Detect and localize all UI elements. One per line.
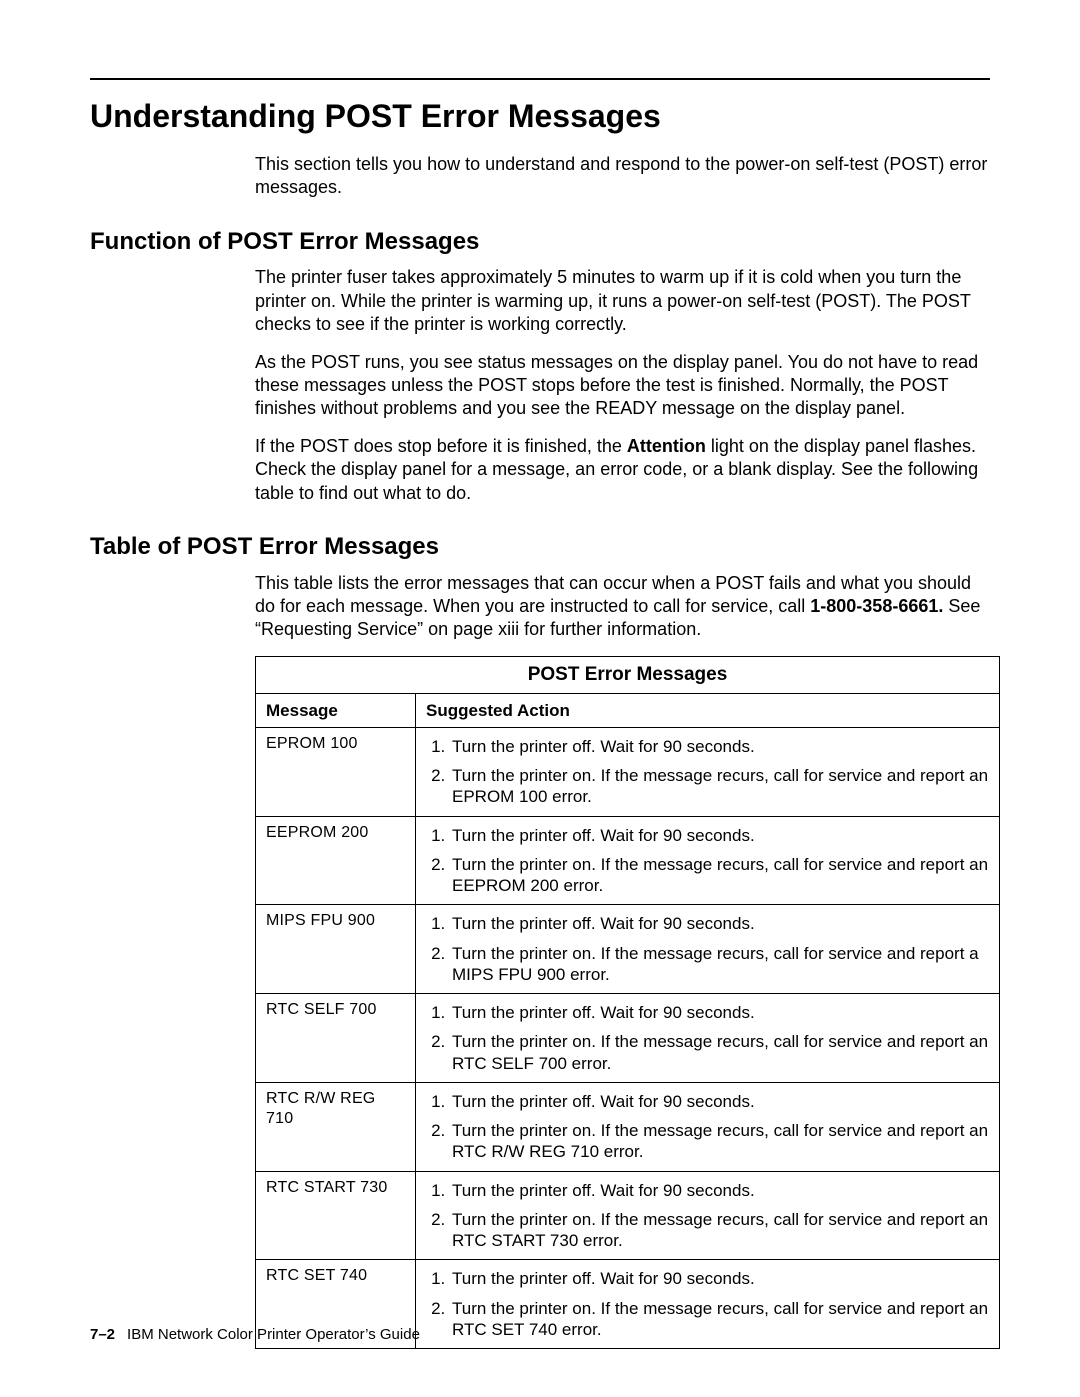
attention-bold: Attention [627, 436, 706, 456]
action-step: Turn the printer on. If the message recu… [450, 1207, 989, 1254]
action-step: Turn the printer on. If the message recu… [450, 763, 989, 810]
function-p3-a: If the POST does stop before it is finis… [255, 436, 627, 456]
top-rule [90, 78, 990, 80]
suggested-action-cell: Turn the printer off. Wait for 90 second… [416, 727, 1000, 816]
document-page: Understanding POST Error Messages This s… [0, 0, 1080, 1397]
function-paragraph-3: If the POST does stop before it is finis… [255, 435, 990, 505]
suggested-action-cell: Turn the printer off. Wait for 90 second… [416, 816, 1000, 905]
section-table-body: This table lists the error messages that… [255, 572, 990, 1349]
intro-block: This section tells you how to understand… [255, 153, 990, 200]
column-header-action: Suggested Action [416, 693, 1000, 727]
error-message-cell: RTC START 730 [256, 1171, 416, 1260]
table-row: RTC R/W REG 710 Turn the printer off. Wai… [256, 1082, 1000, 1171]
function-paragraph-1: The printer fuser takes approximately 5 … [255, 266, 990, 336]
action-steps: Turn the printer off. Wait for 90 second… [426, 734, 989, 810]
action-steps: Turn the printer off. Wait for 90 second… [426, 823, 989, 899]
suggested-action-cell: Turn the printer off. Wait for 90 second… [416, 905, 1000, 994]
table-body: EPROM 100 Turn the printer off. Wait for … [256, 727, 1000, 1348]
section-heading-function: Function of POST Error Messages [90, 228, 990, 257]
action-step: Turn the printer on. If the message recu… [450, 1296, 989, 1343]
action-step: Turn the printer on. If the message recu… [450, 941, 989, 988]
function-p2-b: message on the display panel. [657, 398, 905, 418]
error-message-cell: RTC R/W REG 710 [256, 1082, 416, 1171]
intro-paragraph: This section tells you how to understand… [255, 153, 990, 200]
action-step: Turn the printer off. Wait for 90 second… [450, 911, 989, 936]
suggested-action-cell: Turn the printer off. Wait for 90 second… [416, 1082, 1000, 1171]
function-paragraph-2: As the POST runs, you see status message… [255, 351, 990, 421]
table-row: EEPROM 200 Turn the printer off. Wait for… [256, 816, 1000, 905]
suggested-action-cell: Turn the printer off. Wait for 90 second… [416, 994, 1000, 1083]
table-row: RTC START 730 Turn the printer off. Wait … [256, 1171, 1000, 1260]
table-row: EPROM 100 Turn the printer off. Wait for … [256, 727, 1000, 816]
error-message-cell: EPROM 100 [256, 727, 416, 816]
phone-number: 1-800-358-6661. [810, 596, 943, 616]
action-steps: Turn the printer off. Wait for 90 second… [426, 1266, 989, 1342]
footer-book-title: IBM Network Color Printer Operator’s Gui… [127, 1326, 420, 1343]
action-step: Turn the printer off. Wait for 90 second… [450, 823, 989, 848]
action-steps: Turn the printer off. Wait for 90 second… [426, 911, 989, 987]
action-step: Turn the printer off. Wait for 90 second… [450, 734, 989, 759]
action-step: Turn the printer off. Wait for 90 second… [450, 1178, 989, 1203]
action-steps: Turn the printer off. Wait for 90 second… [426, 1178, 989, 1254]
ready-text: READY [595, 398, 657, 418]
action-steps: Turn the printer off. Wait for 90 second… [426, 1000, 989, 1076]
section-function-body: The printer fuser takes approximately 5 … [255, 266, 990, 505]
table-title: POST Error Messages [256, 656, 1000, 693]
column-header-message: Message [256, 693, 416, 727]
action-step: Turn the printer on. If the message recu… [450, 852, 989, 899]
action-step: Turn the printer off. Wait for 90 second… [450, 1266, 989, 1291]
page-title: Understanding POST Error Messages [90, 98, 990, 135]
action-step: Turn the printer off. Wait for 90 second… [450, 1000, 989, 1025]
error-message-cell: MIPS FPU 900 [256, 905, 416, 994]
error-message-cell: RTC SELF 700 [256, 994, 416, 1083]
footer-page-number: 7–2 [90, 1326, 115, 1343]
action-step: Turn the printer on. If the message recu… [450, 1029, 989, 1076]
action-step: Turn the printer off. Wait for 90 second… [450, 1089, 989, 1114]
table-row: MIPS FPU 900 Turn the printer off. Wait f… [256, 905, 1000, 994]
post-error-table: POST Error Messages Message Suggested Ac… [255, 656, 1000, 1349]
page-footer: 7–2 IBM Network Color Printer Operator’s … [90, 1326, 420, 1343]
error-message-cell: EEPROM 200 [256, 816, 416, 905]
action-step: Turn the printer on. If the message recu… [450, 1118, 989, 1165]
table-intro-paragraph: This table lists the error messages that… [255, 572, 990, 642]
action-steps: Turn the printer off. Wait for 90 second… [426, 1089, 989, 1165]
table-row: RTC SELF 700 Turn the printer off. Wait f… [256, 994, 1000, 1083]
section-heading-table: Table of POST Error Messages [90, 533, 990, 562]
suggested-action-cell: Turn the printer off. Wait for 90 second… [416, 1171, 1000, 1260]
suggested-action-cell: Turn the printer off. Wait for 90 second… [416, 1260, 1000, 1349]
